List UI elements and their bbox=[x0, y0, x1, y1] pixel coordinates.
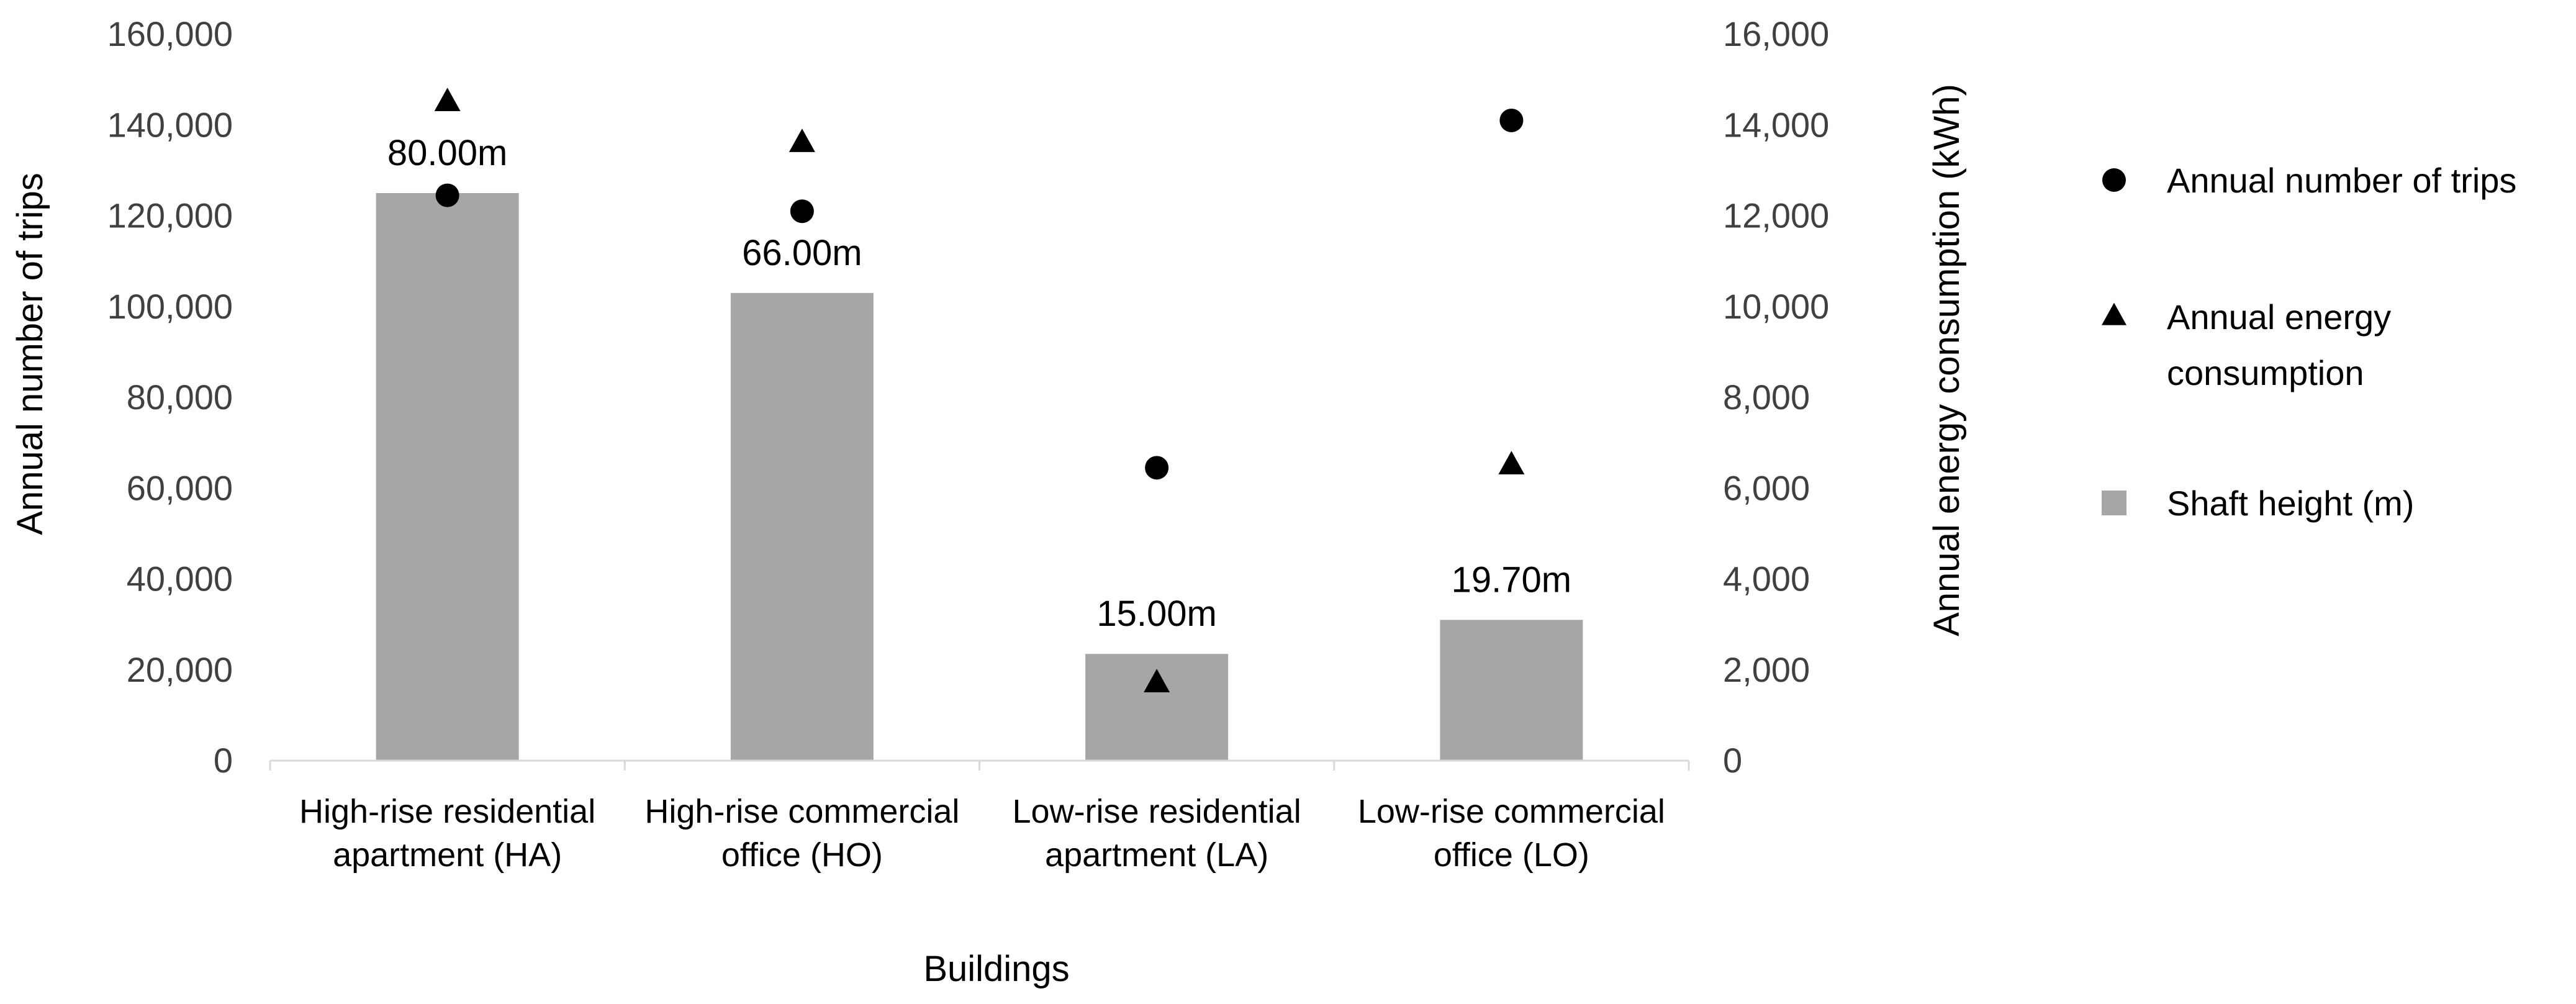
y-left-tick-label-3: 60,000 bbox=[127, 468, 233, 507]
legend-item-1: Annual energy consumption bbox=[2102, 297, 2391, 392]
energy-point-1 bbox=[789, 129, 815, 152]
x-tick-label-1: High-rise commercial office (HO) bbox=[644, 793, 959, 874]
bar-0 bbox=[376, 192, 519, 761]
legend-label-1: Annual energy consumption bbox=[2167, 297, 2391, 392]
y-right-tick-label-5: 10,000 bbox=[1723, 287, 1829, 326]
y-left-tick-label-2: 40,000 bbox=[127, 559, 233, 599]
y-left-tick-label-6: 120,000 bbox=[107, 196, 233, 235]
trips-point-2 bbox=[1145, 456, 1169, 480]
bar-data-label-2: 15.00m bbox=[1096, 594, 1216, 634]
x-axis-title: Buildings bbox=[923, 949, 1069, 989]
y-left-tick-label-1: 20,000 bbox=[127, 650, 233, 689]
bar-3 bbox=[1440, 620, 1583, 761]
y-right-tick-label-4: 8,000 bbox=[1723, 378, 1810, 417]
legend-square-icon bbox=[2102, 491, 2126, 515]
axes: High-rise residential apartment (HA) High-… bbox=[10, 14, 1967, 989]
y-left-tick-label-8: 160,000 bbox=[107, 14, 233, 53]
legend-item-0: Annual number of trips bbox=[2102, 161, 2516, 200]
y-right-tick-label-1: 2,000 bbox=[1723, 650, 1810, 689]
y-left-tick-label-5: 100,000 bbox=[107, 287, 233, 326]
y-left-axis-title: Annual number of trips bbox=[10, 173, 50, 535]
trips-point-0 bbox=[435, 183, 459, 207]
legend-triangle-icon bbox=[2102, 302, 2126, 325]
x-tick-label-2: Low-rise residential apartment (LA) bbox=[1013, 793, 1301, 874]
y-right-axis-title: Annual energy consumption (kWh) bbox=[1927, 84, 1967, 636]
legend-circle-icon bbox=[2102, 168, 2126, 192]
energy-point-3 bbox=[1498, 451, 1525, 475]
bar-data-label-3: 19.70m bbox=[1452, 559, 1571, 600]
x-tick-label-0: High-rise residential apartment (HA) bbox=[299, 793, 595, 874]
trips-point-1 bbox=[790, 199, 814, 224]
plot-area: 80.00m 66.00m 15.00m 19.70m bbox=[376, 88, 1583, 761]
bar-data-label-0: 80.00m bbox=[387, 133, 507, 173]
energy-point-0 bbox=[434, 88, 461, 112]
y-left-tick-label-4: 80,000 bbox=[127, 378, 233, 417]
x-tick-label-3: Low-rise commercial office (LO) bbox=[1358, 793, 1665, 874]
legend-item-2: Shaft height (m) bbox=[2102, 484, 2414, 523]
bar-data-label-1: 66.00m bbox=[742, 233, 862, 273]
y-right-tick-label-6: 12,000 bbox=[1723, 196, 1829, 235]
y-left-tick-label-0: 0 bbox=[214, 741, 233, 780]
y-right-tick-label-7: 14,000 bbox=[1723, 105, 1829, 144]
trips-point-3 bbox=[1499, 108, 1524, 132]
y-right-tick-label-3: 6,000 bbox=[1723, 468, 1810, 507]
y-right-tick-label-8: 16,000 bbox=[1723, 14, 1829, 53]
y-right-tick-label-2: 4,000 bbox=[1723, 559, 1810, 599]
y-right-tick-label-0: 0 bbox=[1723, 741, 1742, 780]
energy-point-2 bbox=[1144, 669, 1170, 693]
legend-label-2: Shaft height (m) bbox=[2167, 484, 2414, 523]
y-left-tick-label-7: 140,000 bbox=[107, 105, 233, 144]
legend-label-0: Annual number of trips bbox=[2167, 161, 2516, 200]
bar-1 bbox=[730, 292, 874, 761]
legend: Annual number of trips Annual energy consu… bbox=[2102, 161, 2516, 523]
